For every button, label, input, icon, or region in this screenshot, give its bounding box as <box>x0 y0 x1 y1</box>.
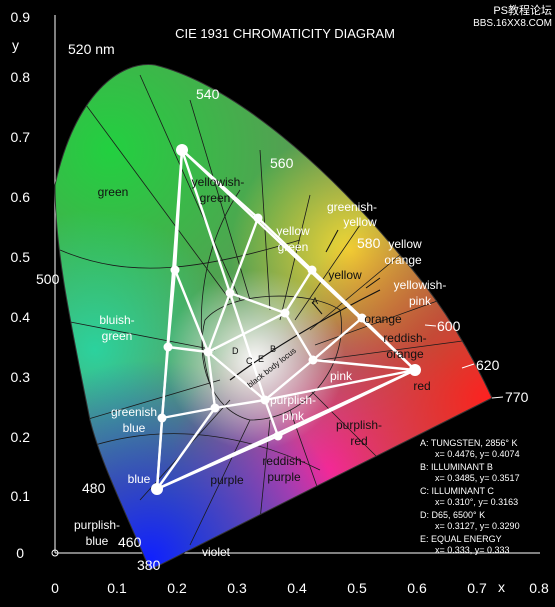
x-tick-label: 0.7 <box>467 580 487 596</box>
region-bluish-green: green <box>102 329 133 343</box>
region-red: red <box>413 379 430 393</box>
y-tick-label: 0.7 <box>11 129 31 145</box>
region-orange: orange <box>364 312 402 326</box>
region-arrows <box>311 229 381 315</box>
legend-c-coords: x= 0.310°, y= 0.3163 <box>435 497 518 507</box>
illuminant-markers: A B C D E <box>232 296 318 366</box>
y-tick-label: 0.1 <box>11 488 31 504</box>
region-yellowish-pink: pink <box>409 294 432 308</box>
region-reddish-orange: reddish- <box>383 331 426 345</box>
legend-e-coords: x= 0.333, y= 0.333 <box>435 545 510 555</box>
region-greenish-yellow: greenish- <box>327 200 377 214</box>
x-tick-label: 0.1 <box>107 580 127 596</box>
x-tick-label: 0.4 <box>287 580 307 596</box>
wavelength-520: 520 nm <box>68 41 115 57</box>
marker-a: A <box>312 296 318 306</box>
gamut-outline <box>54 64 493 571</box>
y-tick-label: 0.5 <box>11 249 31 265</box>
marker-e: E <box>258 354 264 364</box>
x-tick-label: 0.3 <box>227 580 247 596</box>
x-axis-label: x <box>498 579 505 595</box>
region-yellow-green: green <box>278 240 309 254</box>
region-yellow-green: yellow <box>276 224 310 238</box>
region-reddish-purple: purple <box>267 470 301 484</box>
region-yellowish-green: green <box>200 191 231 205</box>
region-greenish-blue: greenish <box>111 405 157 419</box>
y-axis-label: y <box>12 37 19 53</box>
wavelength-380: 380 <box>137 557 161 573</box>
legend-d-coords: x= 0.3127, y= 0.3290 <box>435 521 520 531</box>
watermark-line-1: PS教程论坛 <box>493 3 552 17</box>
y-tick-label: 0 <box>16 545 24 561</box>
wavelength-770: 770 <box>505 389 529 405</box>
region-greenish-blue: blue <box>123 421 146 435</box>
region-purplish-blue: purplish- <box>74 518 120 532</box>
wavelength-580: 580 <box>357 235 381 251</box>
wavelength-480: 480 <box>82 480 106 496</box>
legend-a-title: A: TUNGSTEN, 2856° K <box>420 438 517 448</box>
region-reddish-purple: reddish- <box>262 454 305 468</box>
legend-b-coords: x= 0.3485, y= 0.3517 <box>435 473 520 483</box>
marker-b: B <box>270 344 276 354</box>
region-purplish-red: red <box>350 434 367 448</box>
region-purplish-pink: purplish- <box>270 393 316 407</box>
marker-c: C <box>246 356 253 366</box>
diagram-title: CIE 1931 CHROMATICITY DIAGRAM <box>175 26 395 41</box>
wavelength-600: 600 <box>437 318 461 334</box>
wavelength-620: 620 <box>476 357 500 373</box>
gamut-triangle <box>155 148 417 491</box>
y-tick-label: 0.3 <box>11 369 31 385</box>
x-tick-label: 0.6 <box>407 580 427 596</box>
region-reddish-orange: orange <box>386 347 424 361</box>
y-tick-label: 0.6 <box>11 189 31 205</box>
x-tick-label: 0 <box>51 580 59 596</box>
region-purplish-blue: blue <box>86 534 109 548</box>
axes <box>51 15 540 557</box>
region-yellow: yellow <box>328 268 362 282</box>
region-purplish-red: purplish- <box>336 418 382 432</box>
region-pink: pink <box>330 369 353 383</box>
legend-d-title: D: D65, 6500° K <box>420 510 485 520</box>
watermark-line-2: BBS.16XX8.COM <box>473 18 552 29</box>
x-tick-label: 0.2 <box>167 580 187 596</box>
legend-c-title: C: ILLUMINANT C <box>420 486 494 496</box>
region-yellow-orange: orange <box>384 253 422 267</box>
origin-marker <box>51 549 59 557</box>
wavelength-460: 460 <box>118 534 142 550</box>
region-blue: blue <box>128 472 151 486</box>
legend-b-title: B: ILLUMINANT B <box>420 462 493 472</box>
region-purplish-pink: pink <box>282 409 305 423</box>
x-ticks: 0 0.1 0.2 0.3 0.4 0.5 0.6 0.7 0.8 <box>51 580 549 596</box>
region-yellowish-pink: yellowish- <box>394 278 447 292</box>
wavelength-500: 500 <box>36 271 60 287</box>
y-tick-label: 0.4 <box>11 309 31 325</box>
region-bluish-green: bluish- <box>99 313 134 327</box>
region-yellow-orange: yellow <box>388 237 422 251</box>
legend-a-coords: x= 0.4476, y= 0.4074 <box>435 449 520 459</box>
x-tick-label: 0.8 <box>529 580 549 596</box>
region-violet: violet <box>202 545 231 559</box>
region-green: green <box>98 185 129 199</box>
wavelength-540: 540 <box>196 86 220 102</box>
legend-e-title: E: EQUAL ENERGY <box>420 534 502 544</box>
wavelength-560: 560 <box>270 155 294 171</box>
x-tick-label: 0.5 <box>347 580 367 596</box>
illuminant-legend: A: TUNGSTEN, 2856° K x= 0.4476, y= 0.407… <box>420 438 520 555</box>
marker-d: D <box>232 346 239 356</box>
wavelength-labels: 520 nm 540 560 580 600 620 770 500 480 4… <box>36 41 529 573</box>
region-purple: purple <box>210 473 244 487</box>
wavelength-tick-marks <box>424 324 504 399</box>
y-tick-label: 0.2 <box>11 429 31 445</box>
y-tick-label: 0.9 <box>11 9 31 25</box>
region-labels: green yellowish- green greenish- yellow … <box>74 175 446 559</box>
y-ticks: 0 0.1 0.2 0.3 0.4 0.5 0.6 0.7 0.8 0.9 <box>11 9 31 561</box>
triangle-vertices <box>151 144 421 495</box>
region-yellowish-green: yellowish- <box>192 175 245 189</box>
region-greenish-yellow: yellow <box>343 215 377 229</box>
y-tick-label: 0.8 <box>11 69 31 85</box>
